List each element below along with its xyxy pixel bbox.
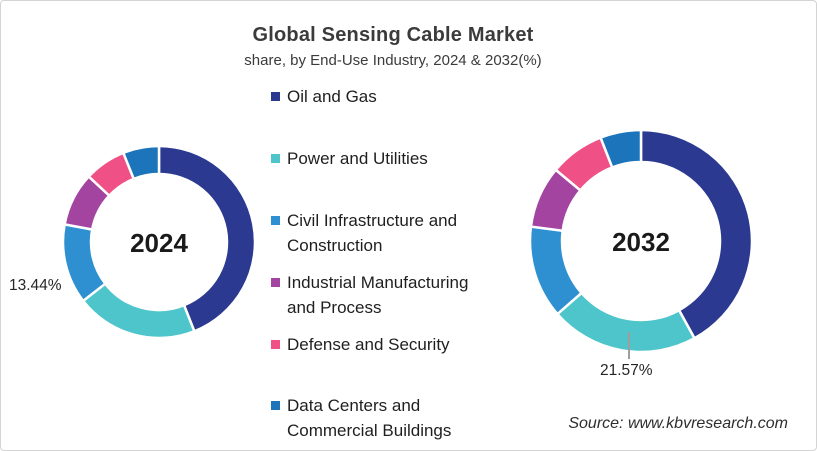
donut-2024-segment-data-centers-and-commercial-buildings xyxy=(121,144,161,181)
legend-marker-civil-infrastructure-and-construction xyxy=(271,216,280,225)
legend-item-industrial-manufacturing-and-process: Industrial Manufacturing and Process xyxy=(271,270,495,320)
legend-marker-industrial-manufacturing-and-process xyxy=(271,278,280,287)
legend-item-defense-and-security: Defense and Security xyxy=(271,332,495,357)
donut-chart-2024 xyxy=(61,144,257,340)
donut-2032-segment-data-centers-and-commercial-buildings xyxy=(598,128,643,170)
legend-label: Industrial Manufacturing and Process xyxy=(287,273,469,317)
legend-item-data-centers-and-commercial-buildings: Data Centers and Commercial Buildings xyxy=(271,393,495,443)
donut-2024-segment-oil-and-gas xyxy=(157,144,257,333)
legend-label: Defense and Security xyxy=(287,335,450,354)
legend-marker-defense-and-security xyxy=(271,340,280,349)
legend-label: Civil Infrastructure and Construction xyxy=(287,211,458,255)
legend-marker-oil-and-gas xyxy=(271,92,280,101)
legend-label: Oil and Gas xyxy=(287,87,377,106)
donut-2032-segment-civil-infrastructure-and-construction xyxy=(528,225,584,316)
leader-line-2032-power-utilities xyxy=(628,332,630,359)
chart-subtitle: share, by End-Use Industry, 2024 & 2032(… xyxy=(244,52,542,69)
donut-2024-segment-power-and-utilities xyxy=(81,281,196,340)
legend: Oil and Gas Power and Utilities Civil Infr… xyxy=(271,1,501,450)
chart-title: Global Sensing Cable Market xyxy=(252,24,534,46)
legend-label: Data Centers and Commercial Buildings xyxy=(287,396,452,440)
donut-2032-segment-power-and-utilities xyxy=(555,291,697,354)
source-attribution: Source: www.kbvresearch.com xyxy=(568,415,788,432)
percent-label-2024-civil-infrastructure: 13.44% xyxy=(9,277,62,294)
legend-item-power-and-utilities: Power and Utilities xyxy=(271,146,495,171)
legend-item-oil-and-gas: Oil and Gas xyxy=(271,84,495,109)
legend-item-civil-infrastructure-and-construction: Civil Infrastructure and Construction xyxy=(271,208,495,258)
donut-2032-segment-oil-and-gas xyxy=(639,128,754,340)
donut-chart-2032 xyxy=(528,128,754,354)
year-label-2024: 2024 xyxy=(130,228,188,258)
year-label-2032: 2032 xyxy=(612,227,670,257)
legend-label: Power and Utilities xyxy=(287,149,428,168)
percent-label-2032-power-utilities: 21.57% xyxy=(600,362,653,379)
legend-marker-data-centers-and-commercial-buildings xyxy=(271,401,280,410)
legend-marker-power-and-utilities xyxy=(271,154,280,163)
